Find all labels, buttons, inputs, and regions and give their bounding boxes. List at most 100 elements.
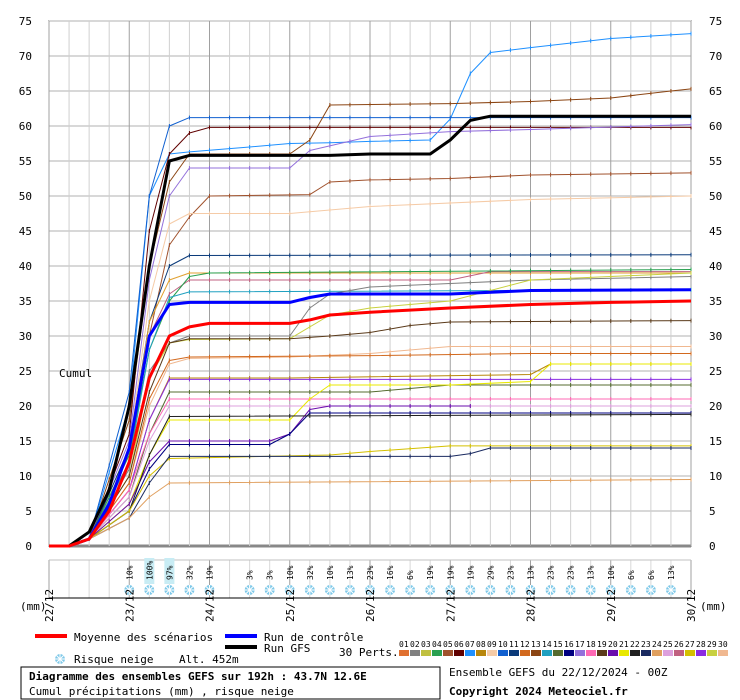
snow-risk-label: 19% [466,565,475,580]
snow-flake-icon [124,585,135,595]
y-unit-left: (mm) [20,600,47,613]
y-tick-label-left: 60 [19,120,32,133]
snow-flake-icon [304,585,315,595]
pert-number-label: 07 [465,640,475,649]
pert-number-label: 26 [674,640,684,649]
snow-risk-label: 32% [185,565,194,580]
snow-flake-icon [204,585,215,595]
snow-flake-icon [625,585,636,595]
pert-color-swatch [575,650,585,656]
snow-flake-arms [565,585,576,595]
pert-number-label: 21 [619,640,629,649]
snow-flake-icon [565,585,576,595]
snow-risk-label: 10% [286,565,295,580]
pert-color-swatch [399,650,409,656]
pert-number-label: 15 [553,640,563,649]
snow-flake-arms [124,585,135,595]
snow-flake-arms [204,585,215,595]
snow-risk-label: 23% [567,565,576,580]
y-tick-label-right: 70 [709,50,722,63]
snow-risk-label: 19% [206,565,215,580]
snow-flake-icon [665,585,676,595]
pert-number-label: 09 [487,640,497,649]
legend-mean-label: Moyenne des scénarios [74,631,213,644]
pert-number-label: 20 [608,640,618,649]
y-tick-label-right: 5 [709,505,716,518]
x-date-label: 25/12 [284,589,297,622]
pert-number-label: 16 [564,640,574,649]
x-date-label: 24/12 [204,589,217,622]
perturbation-line [88,353,691,540]
x-date-label: 27/12 [444,589,457,622]
y-tick-label-left: 45 [19,225,32,238]
pert-color-swatch [674,650,684,656]
snow-flake-arms [465,585,476,595]
legend-control-label: Run de contrôle [264,631,363,644]
pert-color-swatch [663,650,673,656]
pert-color-swatch [443,650,453,656]
snow-flake-icon [244,585,255,595]
snow-flake-arms [284,585,295,595]
snow-flake-icon [585,585,596,595]
snow-flake-icon [184,585,195,595]
y-tick-label-left: 5 [25,505,32,518]
snow-flake-arms [365,585,375,595]
snow-risk-label: 23% [547,565,556,580]
snow-flake-icon [324,585,335,595]
snow-flake-arms [445,585,456,595]
snow-flake-arms [425,585,436,595]
pert-number-label: 14 [542,640,552,649]
pert-color-swatch [476,650,486,656]
pert-color-swatch [410,650,420,656]
pert-number-label: 28 [696,640,706,649]
y-tick-label-right: 35 [709,295,722,308]
snow-flake-icon [264,585,275,595]
y-tick-label-left: 75 [19,15,32,28]
y-tick-label-left: 30 [19,330,32,343]
x-date-label: 23/12 [123,589,136,622]
snow-risk-label: 100% [145,561,154,580]
snow-risk-label: 13% [346,565,355,580]
pert-number-label: 03 [421,640,431,649]
legend-snow-label: Risque neige [74,653,153,666]
pert-number-label: 01 [399,640,409,649]
snow-flake-icon [164,585,175,595]
y-tick-label-right: 0 [709,540,716,553]
y-tick-label-left: 0 [25,540,32,553]
pert-color-swatch [564,650,574,656]
pert-color-swatch [652,650,662,656]
snow-risk-label: 10% [326,565,335,580]
x-date-label: 28/12 [525,589,538,622]
pert-number-label: 04 [432,640,442,649]
perturbation-legend: 01 02 03 04 05 06 07 08 09 10 11 12 13 14 15 16 17 18 19 20… [399,640,728,656]
y-tick-label-right: 30 [709,330,722,343]
y-tick-label-left: 25 [19,365,32,378]
pert-color-swatch [586,650,596,656]
y-tick-label-right: 25 [709,365,722,378]
legend-gfs-swatch [225,645,257,649]
y-tick-label-left: 65 [19,85,32,98]
x-date-label: 26/12 [364,589,377,622]
pert-number-label: 25 [663,640,673,649]
pert-number-label: 08 [476,640,486,649]
snow-risk-label: 3% [266,570,275,580]
snow-risk-label: 6% [627,570,636,580]
y-tick-label-right: 75 [709,15,722,28]
pert-color-swatch [520,650,530,656]
snow-flake-arms [625,585,636,595]
y-tick-label-left: 70 [19,50,32,63]
snow-flake-icon [405,585,416,595]
snow-risk-label: 97% [165,565,174,580]
y-tick-label-right: 55 [709,155,722,168]
mean-line [49,299,692,548]
pert-color-swatch [707,650,717,656]
x-date-label: 22/12 [43,589,56,622]
footer-copyright: Copyright 2024 Meteociel.fr [449,685,628,698]
snow-flake-icon [445,585,456,595]
pert-color-swatch [696,650,706,656]
y-unit-right: (mm) [700,600,727,613]
snow-flake-arms [344,585,355,595]
perturbation-line [88,117,691,540]
